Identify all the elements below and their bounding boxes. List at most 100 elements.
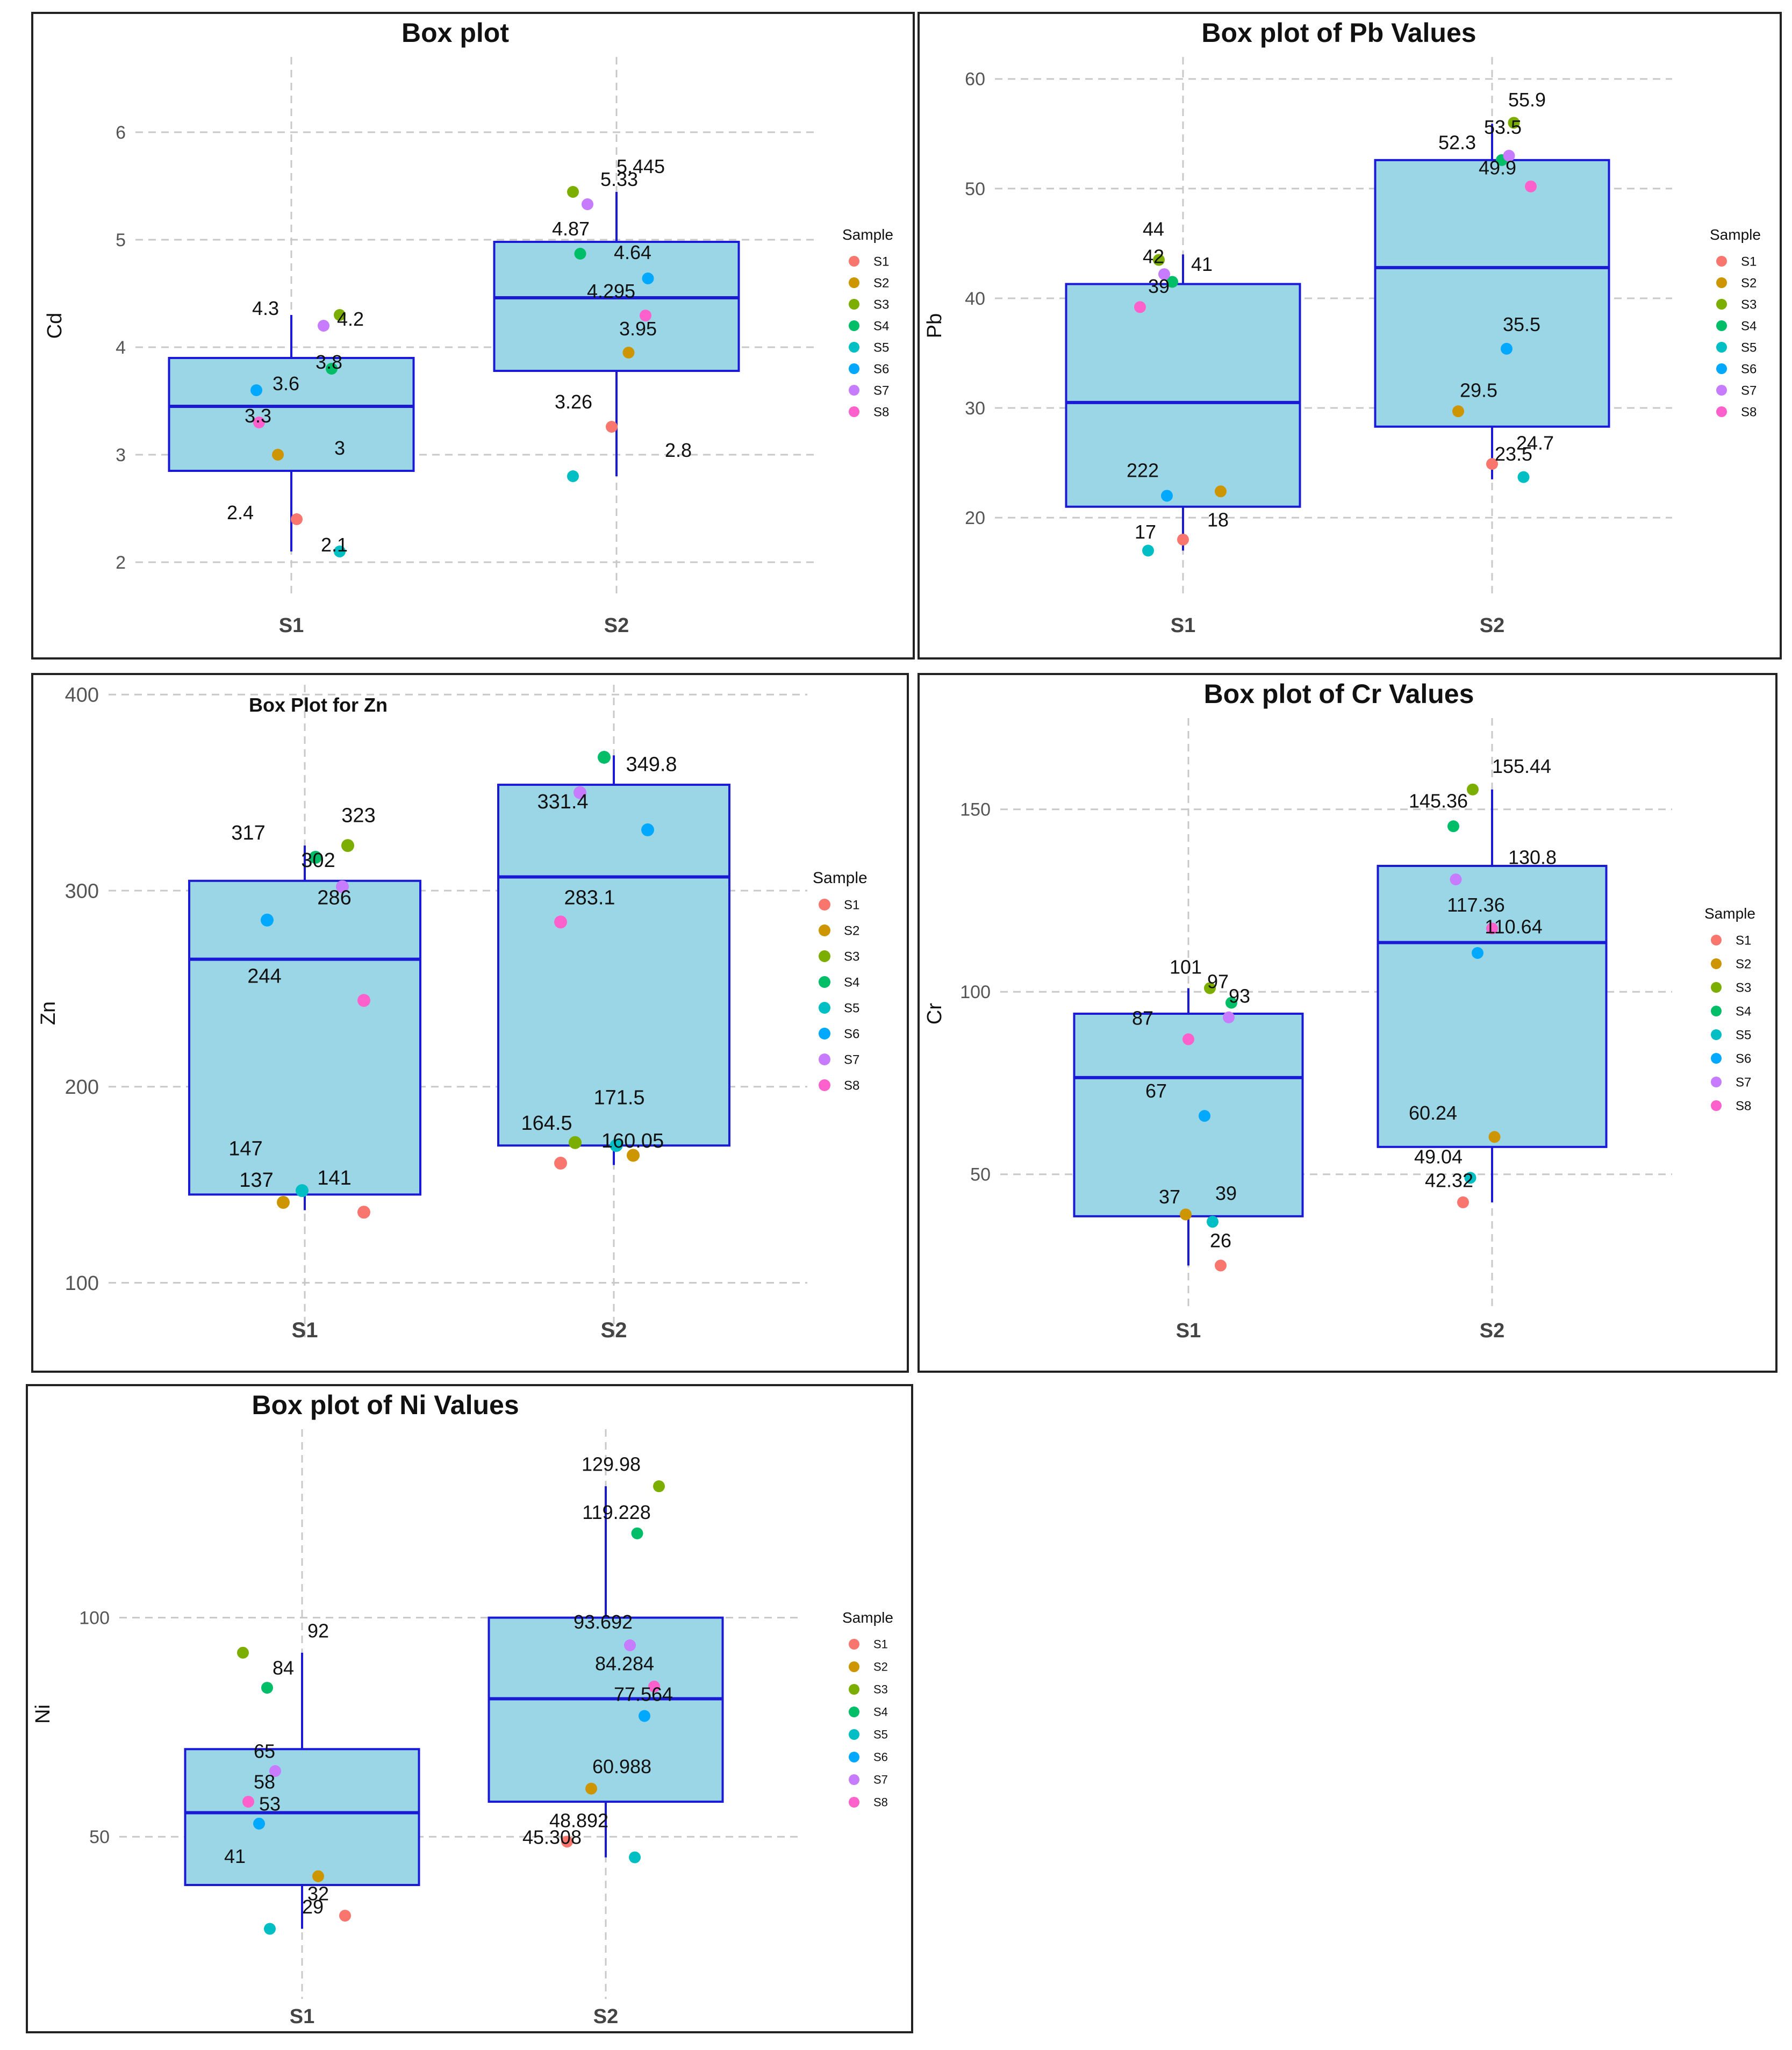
x-tick-label: S2 bbox=[593, 2005, 618, 2028]
legend-label-s2: S2 bbox=[1741, 276, 1757, 290]
point-s7 bbox=[269, 1765, 281, 1777]
point-s1 bbox=[1215, 1259, 1227, 1272]
point-s2 bbox=[585, 1782, 597, 1795]
point-s3 bbox=[1204, 982, 1216, 994]
point-s8 bbox=[1486, 922, 1498, 935]
legend-label-s3: S3 bbox=[1736, 980, 1751, 995]
legend-key-s1 bbox=[849, 256, 859, 267]
data-label: 5.33 bbox=[600, 168, 638, 190]
legend-key-s5 bbox=[849, 1729, 859, 1740]
data-label: 3.26 bbox=[555, 391, 592, 413]
data-label: 323 bbox=[341, 804, 375, 827]
legend-label-s4: S4 bbox=[873, 1705, 888, 1719]
x-tick-label: S1 bbox=[279, 614, 304, 637]
data-label: 3.6 bbox=[273, 372, 299, 395]
zn-box-plot: 100 200 300 400 317 323 302 286 244 147 137 141 349.… bbox=[37, 684, 868, 1342]
point-s5 bbox=[567, 470, 579, 482]
chart-title: Box plot of Ni Values bbox=[252, 1390, 519, 1420]
y-tick-label: 30 bbox=[965, 398, 985, 419]
point-s1 bbox=[561, 1836, 573, 1848]
data-label: 117.36 bbox=[1447, 894, 1504, 916]
data-label: 349.8 bbox=[626, 754, 677, 776]
legend-key-s4 bbox=[819, 976, 830, 988]
data-label: 119.228 bbox=[582, 1501, 650, 1523]
legend-key-s5 bbox=[819, 1002, 830, 1014]
legend-key-s6 bbox=[849, 363, 859, 374]
data-label: 41 bbox=[1191, 253, 1213, 275]
data-label: 29 bbox=[302, 1896, 324, 1918]
legend-label-s4: S4 bbox=[1741, 319, 1757, 333]
legend-key-s7 bbox=[1716, 385, 1727, 396]
point-s4 bbox=[631, 1527, 643, 1539]
y-axis-label: Zn bbox=[37, 1001, 60, 1025]
y-tick-label: 5 bbox=[116, 230, 126, 250]
data-label: 302 bbox=[301, 849, 335, 872]
x-tick-label: S2 bbox=[1480, 1320, 1504, 1342]
data-label: 97 bbox=[1207, 970, 1229, 992]
data-label: 283.1 bbox=[564, 887, 615, 909]
point-s3 bbox=[237, 1646, 249, 1659]
y-tick-label: 200 bbox=[65, 1076, 99, 1099]
x-tick-label: S1 bbox=[292, 1318, 318, 1342]
data-label: 5.445 bbox=[617, 155, 665, 177]
legend-key-s3 bbox=[849, 299, 859, 310]
point-s3 bbox=[653, 1480, 665, 1493]
point-s3 bbox=[569, 1136, 582, 1149]
point-s2 bbox=[277, 1196, 290, 1209]
data-label: 23.5 bbox=[1495, 443, 1532, 465]
point-s3 bbox=[567, 186, 579, 198]
chart-title: Box plot of Pb Values bbox=[1201, 18, 1476, 48]
data-label: 92 bbox=[307, 1619, 329, 1642]
legend-label-s1: S1 bbox=[873, 1638, 888, 1651]
legend-label-s6: S6 bbox=[873, 362, 889, 376]
point-s3 bbox=[1467, 783, 1479, 795]
data-label: 331.4 bbox=[537, 791, 588, 813]
legend-key-s5 bbox=[849, 342, 859, 353]
point-s2 bbox=[622, 347, 635, 359]
y-axis-label: Pb bbox=[923, 313, 946, 338]
point-s5 bbox=[1207, 1216, 1218, 1228]
point-s8 bbox=[357, 994, 370, 1007]
data-label: 52.3 bbox=[1438, 131, 1476, 153]
data-label: 129.98 bbox=[582, 1453, 641, 1475]
box-s2 bbox=[497, 784, 730, 1147]
data-label: 49.04 bbox=[1414, 1145, 1463, 1167]
legend-label-s5: S5 bbox=[873, 1728, 888, 1741]
point-s6 bbox=[261, 913, 274, 927]
point-s5 bbox=[334, 546, 346, 557]
legend-label-s8: S8 bbox=[873, 405, 889, 419]
x-tick-label: S2 bbox=[604, 614, 629, 637]
data-label: 4.87 bbox=[552, 218, 590, 240]
y-tick-label: 20 bbox=[965, 508, 985, 528]
point-s2 bbox=[1215, 485, 1227, 498]
point-s2 bbox=[1452, 405, 1464, 418]
legend-label-s7: S7 bbox=[844, 1052, 859, 1067]
legend-key-s3 bbox=[1711, 982, 1722, 993]
y-tick-label: 3 bbox=[116, 445, 126, 465]
legend-label-s4: S4 bbox=[873, 319, 889, 333]
point-s5 bbox=[1464, 1172, 1476, 1184]
box-s1 bbox=[188, 879, 421, 1196]
data-label: 18 bbox=[1207, 508, 1229, 531]
box-s2 bbox=[1374, 159, 1610, 428]
point-s3 bbox=[341, 839, 354, 852]
legend-label-s7: S7 bbox=[1741, 383, 1757, 398]
chart-title: Box plot of Cr Values bbox=[1204, 679, 1474, 709]
point-s7 bbox=[582, 198, 593, 210]
y-axis-label: Ni bbox=[32, 1704, 54, 1724]
legend-key-s7 bbox=[1711, 1077, 1722, 1087]
point-s3 bbox=[334, 309, 346, 321]
point-s7 bbox=[1223, 1011, 1235, 1023]
data-label: 4.64 bbox=[614, 241, 651, 263]
legend-label-s5: S5 bbox=[1736, 1028, 1751, 1042]
point-s6 bbox=[1161, 490, 1173, 502]
legend-key-s5 bbox=[1711, 1029, 1722, 1040]
point-s5 bbox=[296, 1184, 309, 1198]
point-s6 bbox=[250, 384, 262, 396]
data-label: 29.5 bbox=[1460, 379, 1497, 402]
legend-key-s3 bbox=[849, 1684, 859, 1695]
legend-label-s6: S6 bbox=[1741, 362, 1757, 376]
point-s6 bbox=[253, 1817, 265, 1830]
legend-key-s2 bbox=[849, 277, 859, 288]
